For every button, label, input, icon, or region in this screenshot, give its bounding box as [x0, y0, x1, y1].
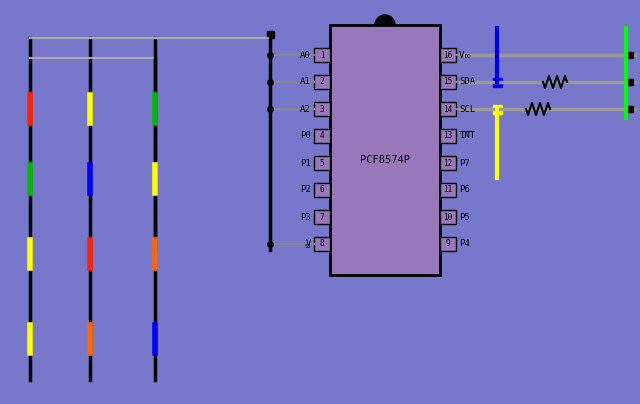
Text: P6: P6	[459, 185, 470, 194]
Text: P5: P5	[459, 213, 470, 221]
Text: 15: 15	[444, 78, 452, 86]
Bar	[493, 78, 502, 86]
Bar	[330, 25, 440, 275]
Text: 10: 10	[444, 213, 452, 221]
Text: INT: INT	[459, 131, 475, 141]
Text: 12: 12	[444, 158, 452, 168]
Text: V: V	[459, 50, 465, 59]
Text: V: V	[306, 238, 311, 248]
Text: SS: SS	[305, 244, 311, 248]
Polygon shape	[375, 15, 395, 25]
Bar	[314, 102, 330, 116]
Bar	[314, 237, 330, 251]
Text: 13: 13	[444, 131, 452, 141]
Bar	[314, 210, 330, 224]
Text: 4: 4	[320, 131, 324, 141]
Bar	[440, 237, 456, 251]
Text: A0: A0	[300, 50, 311, 59]
Text: SDA: SDA	[459, 78, 475, 86]
Bar	[440, 183, 456, 197]
Text: P2: P2	[300, 185, 311, 194]
Bar	[440, 129, 456, 143]
Text: P4: P4	[459, 240, 470, 248]
Bar	[314, 75, 330, 89]
Text: 1: 1	[320, 50, 324, 59]
Text: P0: P0	[300, 131, 311, 141]
Bar	[314, 129, 330, 143]
Text: 6: 6	[320, 185, 324, 194]
Bar	[314, 183, 330, 197]
Text: 7: 7	[320, 213, 324, 221]
Bar	[493, 105, 502, 114]
Text: DD: DD	[465, 55, 471, 59]
Text: PCF8574P: PCF8574P	[360, 155, 410, 165]
Bar	[440, 102, 456, 116]
Bar	[266, 31, 273, 38]
Text: P3: P3	[300, 213, 311, 221]
Text: 16: 16	[444, 50, 452, 59]
Text: A2: A2	[300, 105, 311, 114]
Text: P1: P1	[300, 158, 311, 168]
Bar	[314, 48, 330, 62]
Text: 8: 8	[320, 240, 324, 248]
Text: 9: 9	[445, 240, 451, 248]
Text: SCL: SCL	[459, 105, 475, 114]
Bar	[440, 210, 456, 224]
Text: 2: 2	[320, 78, 324, 86]
Text: 11: 11	[444, 185, 452, 194]
Bar	[440, 75, 456, 89]
Bar	[440, 48, 456, 62]
Text: 3: 3	[320, 105, 324, 114]
Text: P7: P7	[459, 158, 470, 168]
Text: 14: 14	[444, 105, 452, 114]
Bar	[314, 156, 330, 170]
Text: A1: A1	[300, 78, 311, 86]
Text: 5: 5	[320, 158, 324, 168]
Bar	[440, 156, 456, 170]
